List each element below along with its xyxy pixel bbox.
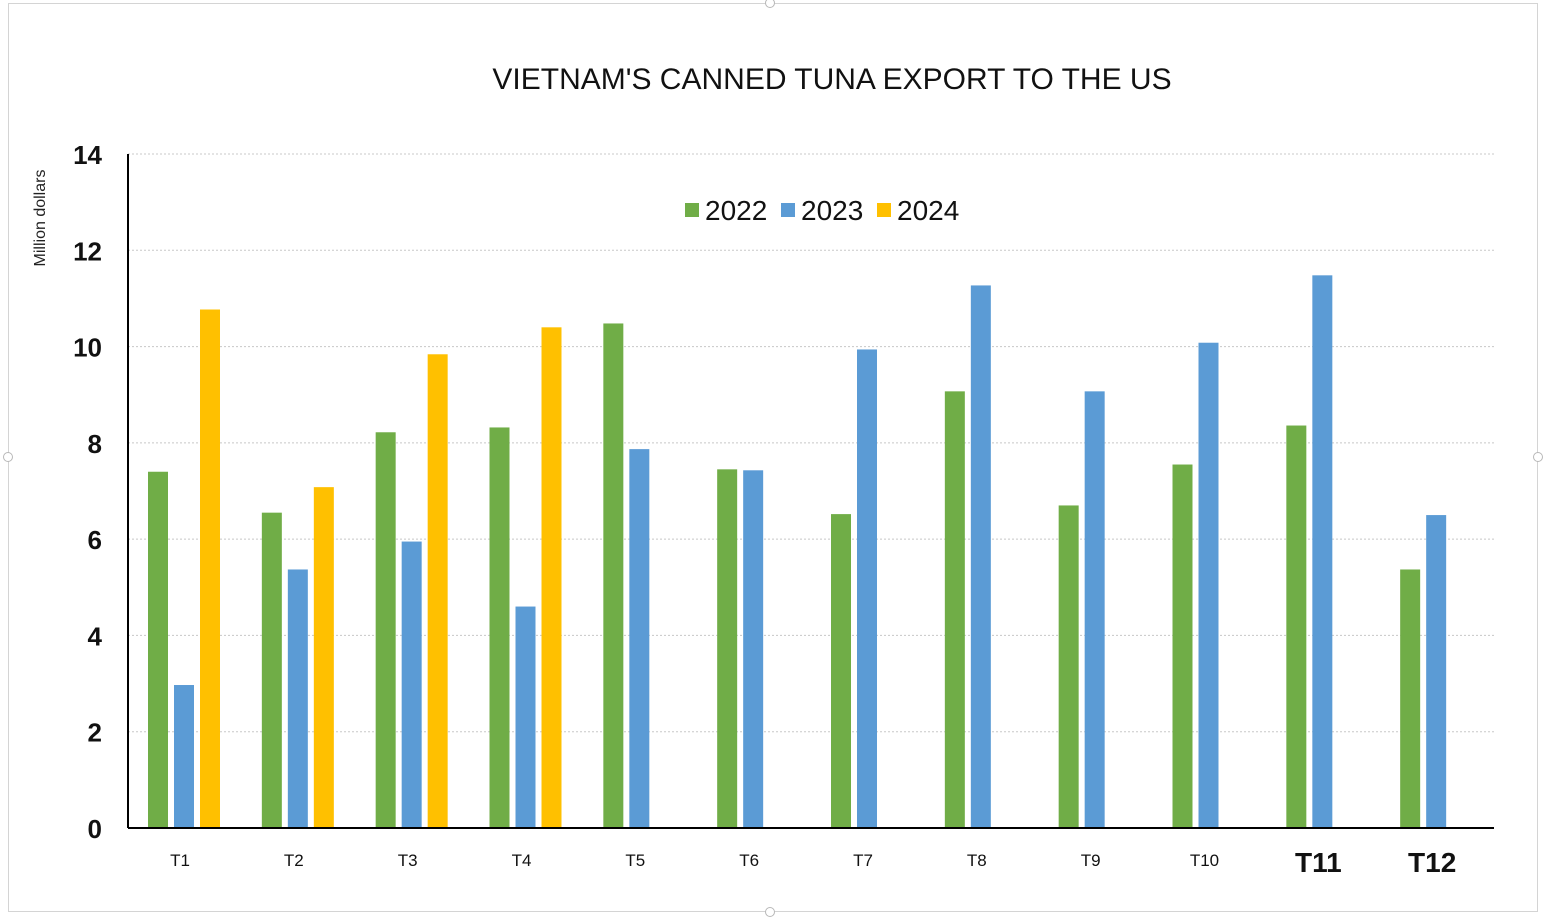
x-tick-label: T3 bbox=[398, 851, 418, 870]
bar-2022-T7 bbox=[831, 514, 851, 828]
resize-handle-left[interactable] bbox=[3, 452, 13, 462]
chart-title: VIETNAM'S CANNED TUNA EXPORT TO THE US bbox=[492, 63, 1171, 96]
y-tick-label: 12 bbox=[73, 236, 102, 266]
legend-item-2024: 2024 bbox=[877, 195, 959, 226]
x-tick-label: T12 bbox=[1408, 847, 1456, 878]
bar-2024-T4 bbox=[541, 327, 562, 828]
axes bbox=[127, 154, 1494, 829]
legend-swatch bbox=[877, 203, 891, 217]
y-tick-label: 6 bbox=[88, 525, 102, 555]
legend-label: 2023 bbox=[801, 195, 863, 226]
bar-2023-T1 bbox=[174, 685, 194, 828]
resize-handle-top[interactable] bbox=[765, 0, 775, 8]
x-tick-label: T10 bbox=[1190, 851, 1219, 870]
bar-2022-T6 bbox=[717, 469, 738, 828]
bar-2022-T11 bbox=[1286, 425, 1307, 828]
bar-2023-T12 bbox=[1426, 515, 1447, 828]
bar-2023-T5 bbox=[629, 449, 650, 828]
bar-2022-T8 bbox=[944, 391, 965, 828]
legend-swatch bbox=[781, 203, 795, 217]
x-tick-labels: T1 T2 T3 T4 T5 T6 T7 T8 T9 T10 T11 T12 bbox=[170, 847, 1456, 878]
bar-2022-T3 bbox=[375, 432, 396, 828]
bar-2024-T3 bbox=[427, 354, 448, 828]
bar-2023-T8 bbox=[970, 285, 991, 828]
legend-label: 2024 bbox=[897, 195, 959, 226]
y-tick-label: 8 bbox=[88, 429, 102, 459]
x-tick-label: T4 bbox=[512, 851, 532, 870]
bar-2023-T2 bbox=[287, 569, 308, 828]
legend-label: 2022 bbox=[705, 195, 767, 226]
x-tick-label: T7 bbox=[853, 851, 873, 870]
y-axis-label: Million dollars bbox=[32, 170, 49, 267]
x-tick-label: T9 bbox=[1081, 851, 1101, 870]
bar-2023-T9 bbox=[1084, 391, 1105, 828]
x-tick-label: T1 bbox=[170, 851, 190, 870]
bar-2023-T4 bbox=[515, 606, 536, 828]
bar-2022-T9 bbox=[1058, 505, 1079, 828]
bar-2022-T4 bbox=[489, 427, 510, 828]
bar-2023-T11 bbox=[1312, 275, 1333, 828]
y-tick-label: 14 bbox=[73, 140, 102, 170]
y-tick-labels: 0 2 4 6 8 10 12 14 bbox=[73, 140, 102, 844]
y-tick-label: 0 bbox=[88, 814, 102, 844]
x-tick-label: T5 bbox=[625, 851, 645, 870]
x-tick-label: T2 bbox=[284, 851, 304, 870]
resize-handle-bottom[interactable] bbox=[765, 907, 775, 917]
x-tick-label: T11 bbox=[1295, 847, 1342, 878]
y-tick-label: 4 bbox=[88, 621, 103, 651]
x-tick-label: T6 bbox=[739, 851, 759, 870]
bar-2022-T12 bbox=[1400, 569, 1421, 828]
legend-swatch bbox=[685, 203, 699, 217]
bars bbox=[148, 275, 1447, 828]
bar-2023-T10 bbox=[1198, 342, 1219, 828]
bar-2022-T10 bbox=[1172, 464, 1193, 828]
bar-2024-T1 bbox=[200, 309, 220, 828]
x-tick-label: T8 bbox=[967, 851, 987, 870]
y-tick-label: 10 bbox=[73, 333, 102, 363]
resize-handle-right[interactable] bbox=[1533, 452, 1543, 462]
legend-item-2022: 2022 bbox=[685, 195, 767, 226]
legend: 2022 2023 2024 bbox=[685, 195, 959, 226]
bar-2023-T6 bbox=[743, 470, 764, 828]
y-tick-label: 2 bbox=[88, 718, 102, 748]
bar-2022-T1 bbox=[148, 471, 168, 828]
bar-2024-T2 bbox=[313, 487, 334, 828]
bar-2023-T3 bbox=[401, 541, 422, 828]
legend-item-2023: 2023 bbox=[781, 195, 863, 226]
bar-2023-T7 bbox=[857, 349, 877, 828]
bar-2022-T5 bbox=[603, 323, 624, 828]
bar-2022-T2 bbox=[261, 512, 282, 828]
